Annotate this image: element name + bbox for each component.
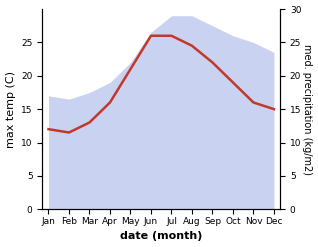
Y-axis label: med. precipitation (kg/m2): med. precipitation (kg/m2) [302, 44, 313, 175]
X-axis label: date (month): date (month) [120, 231, 203, 242]
Y-axis label: max temp (C): max temp (C) [5, 71, 16, 148]
